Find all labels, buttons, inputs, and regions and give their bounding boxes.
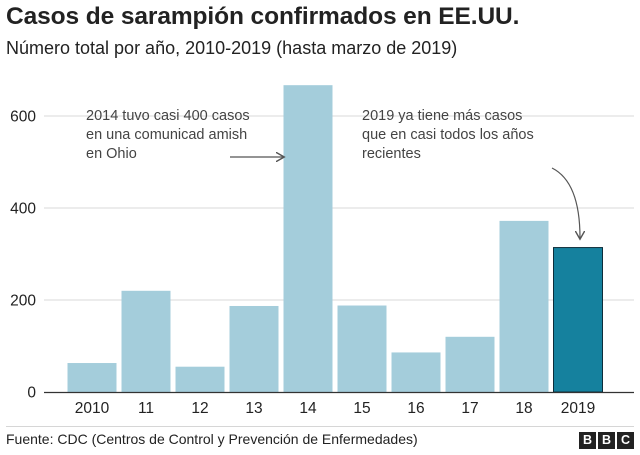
bbc-logo-letter-2: B [598, 432, 615, 449]
annotation-2019-line-1: 2019 ya tiene más casos [362, 108, 522, 124]
annotation-2019-line-2: que en casi todos los años [362, 127, 534, 143]
annotation-2014-line-2: en una comunicad amish [86, 127, 247, 143]
x-tick-label-15: 15 [353, 400, 370, 417]
chart-subtitle: Número total por año, 2010-2019 (hasta m… [6, 38, 458, 58]
bar-2010 [67, 363, 117, 392]
bar-13 [229, 305, 279, 392]
y-axis-ticks: 0 200 400 600 [10, 109, 36, 402]
y-tick-label-600: 600 [10, 109, 36, 126]
x-tick-label-18: 18 [515, 400, 532, 417]
x-tick-label-2019: 2019 [561, 400, 595, 417]
y-tick-label-200: 200 [10, 293, 36, 310]
x-tick-label-11: 11 [138, 400, 154, 417]
x-tick-label-14: 14 [299, 400, 317, 417]
source-note: Fuente: CDC (Centros de Control y Preven… [6, 431, 418, 447]
annotation-2019: 2019 ya tiene más casos que en casi todo… [362, 108, 580, 238]
bbc-logo: B B C [579, 432, 634, 449]
annotation-2014-line-3: en Ohio [86, 146, 137, 162]
bar-2019 [553, 247, 603, 393]
annotation-2019-line-3: recientes [362, 146, 421, 162]
x-tick-label-16: 16 [407, 400, 424, 417]
annotation-2014: 2014 tuvo casi 400 casos en una comunica… [86, 108, 283, 162]
bbc-logo-letter-3: C [617, 432, 634, 449]
bar-18 [499, 220, 549, 392]
x-tick-label-2010: 2010 [75, 400, 110, 417]
x-axis-ticks: 2010 11 12 13 14 15 16 17 18 2019 [75, 400, 595, 417]
x-tick-label-13: 13 [245, 400, 262, 417]
bar-15 [337, 305, 387, 392]
bar-16 [391, 352, 441, 392]
x-tick-label-17: 17 [461, 400, 478, 417]
bars [67, 85, 603, 393]
footer-divider [6, 426, 634, 427]
y-tick-label-0: 0 [27, 385, 36, 402]
chart-title: Casos de sarampión confirmados en EE.UU. [6, 3, 520, 30]
bar-14 [283, 85, 333, 393]
bar-17 [445, 336, 495, 392]
bbc-logo-letter-1: B [579, 432, 596, 449]
annotation-2019-arrow [551, 167, 580, 238]
x-tick-label-12: 12 [191, 400, 208, 417]
bar-chart: 0 200 400 600 2010 11 12 13 14 15 16 17 18 2019 2014… [10, 85, 634, 417]
y-tick-label-400: 400 [10, 201, 36, 218]
bar-12 [175, 366, 225, 392]
bar-11 [121, 290, 171, 392]
annotation-2014-line-1: 2014 tuvo casi 400 casos [86, 108, 250, 124]
